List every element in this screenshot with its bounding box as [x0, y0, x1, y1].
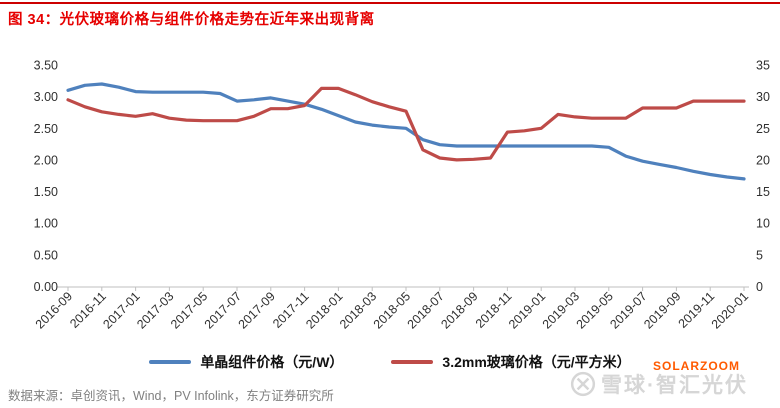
- left-axis-tick-label: 0.50: [34, 248, 58, 262]
- x-axis-tick-label: 2017-09: [236, 289, 278, 331]
- series-line-glass-price: [66, 86, 746, 162]
- right-axis-tick-label: 5: [756, 248, 763, 262]
- left-axis-tick-label: 0.00: [34, 280, 58, 294]
- right-axis-tick-label: 0: [756, 280, 763, 294]
- solarzoom-watermark: SOLARZOOM: [653, 359, 740, 373]
- legend-swatch-glass: [391, 360, 434, 364]
- left-axis-tick-label: 1.50: [34, 185, 58, 199]
- legend-item-module-price: 单晶组件价格（元/W）: [149, 352, 343, 372]
- right-axis-tick-label: 10: [756, 217, 770, 231]
- left-axis-tick-label: 3.00: [34, 90, 58, 104]
- left-axis-tick-label: 2.00: [34, 153, 58, 167]
- left-axis-tick-label: 1.00: [34, 217, 58, 231]
- x-axis-tick-label: 2016-09: [33, 289, 75, 331]
- xueqiu-watermark: 雪球·智汇光伏: [570, 369, 748, 399]
- price-trend-chart: 2016-092016-112017-012017-032017-052017-…: [33, 59, 770, 332]
- right-axis-tick-label: 15: [756, 185, 770, 199]
- xueqiu-watermark-text: 雪球·智汇光伏: [601, 374, 748, 397]
- left-axis-tick-label: 2.50: [34, 122, 58, 136]
- figure-title: 图 34：光伏玻璃价格与组件价格走势在近年来出现背离: [8, 12, 375, 28]
- source-note: 数据来源：卓创资讯，Wind，PV Infolink，东方证券研究所: [8, 389, 334, 403]
- right-axis-tick-label: 25: [756, 122, 770, 136]
- x-axis-tick-label: 2020-01: [709, 289, 751, 331]
- right-axis-tick-label: 20: [756, 153, 770, 167]
- xueqiu-logo-icon: [570, 371, 596, 397]
- legend-item-glass-price: 3.2mm玻璃价格（元/平方米）: [391, 352, 631, 372]
- right-axis-tick-label: 30: [756, 90, 770, 104]
- legend-swatch-module: [149, 360, 192, 364]
- right-axis-tick-label: 35: [756, 59, 770, 73]
- top-rule: [0, 2, 780, 4]
- legend-label-module: 单晶组件价格（元/W）: [200, 354, 344, 370]
- legend-label-glass: 3.2mm玻璃价格（元/平方米）: [442, 354, 631, 370]
- x-axis-tick-label: 2018-09: [438, 289, 480, 331]
- series-line-module-price: [66, 82, 746, 181]
- x-axis-tick-label: 2019-09: [641, 289, 683, 331]
- chart-legend: 单晶组件价格（元/W） 3.2mm玻璃价格（元/平方米）: [0, 352, 780, 372]
- left-axis-tick-label: 3.50: [34, 59, 58, 73]
